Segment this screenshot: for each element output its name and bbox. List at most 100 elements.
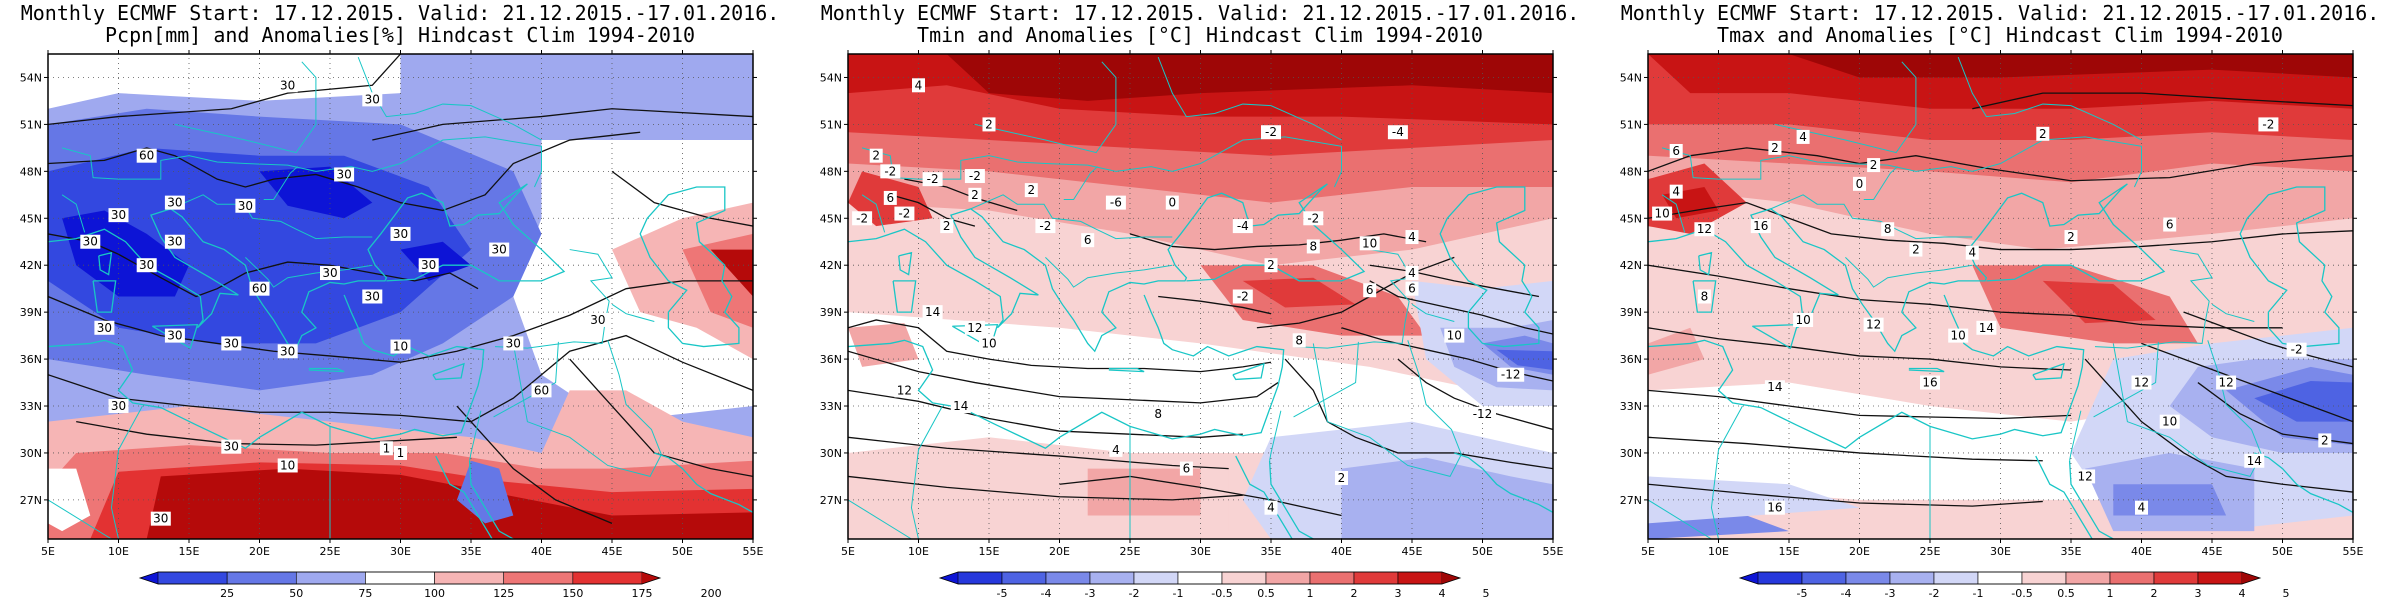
x-tick-label: 10E — [108, 545, 129, 558]
coastline — [892, 280, 917, 313]
y-tick-label: 48N — [20, 165, 42, 178]
country-border — [970, 194, 1173, 240]
colorbar-label: -4 — [1041, 587, 1052, 600]
coastline — [2035, 455, 2093, 539]
y-tick-label: 27N — [820, 494, 842, 507]
contour-label: 30 — [418, 258, 439, 273]
x-tick-label: 20E — [1049, 545, 1070, 558]
contour-label-box — [1109, 442, 1123, 457]
contour-label: 2 — [2318, 433, 2332, 448]
colorbar-segment — [1397, 571, 1443, 585]
contour-label-text: 0 — [1856, 177, 1864, 191]
contour-label-text: 10 — [2162, 415, 2177, 429]
colorbar: -5 -4 -3 -2 -1 -0.5 0.5 1 2 3 4 5 — [1738, 571, 2290, 600]
contour-label-text: 6 — [886, 191, 894, 205]
contour-label-box — [164, 234, 185, 249]
country-border — [974, 61, 1117, 154]
contour-label-box — [883, 190, 897, 205]
contour-label-box — [221, 336, 242, 351]
country-border — [2207, 340, 2262, 455]
contour-label-text: -12 — [1473, 407, 1493, 421]
x-tick-label: 15E — [1779, 545, 1800, 558]
contour-label: 2 — [1909, 242, 1923, 257]
contour-label: 10 — [1652, 206, 1673, 221]
colorbar-segment — [2153, 571, 2199, 585]
contour-label: -12 — [1497, 367, 1525, 382]
contour-label: 4 — [2135, 500, 2148, 515]
contour-label-box — [922, 305, 943, 320]
contour-label-text: -2 — [969, 169, 981, 183]
anomaly-region — [1789, 54, 2353, 78]
x-tick-label: 5E — [841, 545, 855, 558]
contour-label: 10 — [979, 336, 999, 351]
contour-label: 10 — [2159, 414, 2180, 429]
panel-title-line1: Monthly ECMWF Start: 17.12.2015. Valid: … — [1620, 1, 2380, 25]
contour-label: 14 — [950, 399, 971, 414]
y-tick-label: 48N — [820, 165, 842, 178]
contour-line — [2084, 358, 2353, 493]
country-border — [2069, 410, 2082, 461]
panel-title-line2: Pcpn[mm] and Anomalies[%] Hindcast Clim … — [104, 23, 695, 47]
x-tick-label: 30E — [1190, 545, 1211, 558]
contour-label-text: 30 — [365, 92, 380, 106]
country-border — [1957, 56, 2142, 141]
colorbar-segment — [295, 571, 366, 585]
contour-label: 8 — [1151, 406, 1165, 421]
contour-label-box — [2159, 414, 2180, 429]
contour-label-text: 4 — [1968, 246, 1976, 260]
colorbar-segment — [2065, 571, 2111, 585]
x-tick-label: 35E — [2061, 545, 2082, 558]
y-tick-label: 45N — [820, 212, 842, 225]
contour-label-box — [362, 92, 383, 107]
anomaly-region — [2254, 380, 2353, 422]
contour-label-text: 8 — [1295, 333, 1303, 347]
contour-line — [372, 108, 753, 141]
contour-label-text: -2 — [1039, 219, 1051, 233]
panel-title-line1: Monthly ECMWF Start: 17.12.2015. Valid: … — [20, 1, 780, 25]
colorbar-segment — [1177, 571, 1223, 585]
contour-label-box — [418, 258, 439, 273]
contour-label-box — [394, 445, 407, 460]
panel-title-line2: Tmax and Anomalies [°C] Hindcast Clim 19… — [1717, 23, 2283, 47]
contour-label-box — [2135, 500, 2148, 515]
colorbar-high-arrow — [1442, 572, 1460, 584]
anomaly-region — [1496, 349, 1553, 371]
contour-label: 10 — [1948, 328, 1969, 343]
colorbar-low-arrow — [140, 572, 158, 584]
contour-label-box — [136, 258, 157, 273]
contour-label-box — [982, 117, 996, 132]
contour-label-text: 6 — [1183, 462, 1191, 476]
map-field: 30 30 60 30 30 30 30 30 30 30 30 30 30 30 60 30 30 30 30 30… — [48, 54, 753, 539]
contour-label-box — [964, 169, 985, 184]
anomaly-region — [48, 54, 401, 109]
contour-label-box — [1179, 461, 1193, 476]
colorbar-segment — [1889, 571, 1935, 585]
contour-label: 6 — [1363, 283, 1377, 298]
contour-label-text: 14 — [2247, 454, 2262, 468]
colorbar-segment — [1309, 571, 1355, 585]
contour-line — [1972, 92, 2353, 110]
contour-line — [1648, 389, 2072, 420]
contour-label: 30 — [277, 78, 298, 93]
contour-label-text: 2 — [1338, 471, 1346, 485]
colorbar-label: 175 — [632, 587, 653, 600]
colorbar-segment — [957, 571, 1003, 585]
anomaly-region — [62, 210, 189, 297]
contour-label: 4 — [1965, 245, 1979, 260]
y-tick-label: 39N — [820, 306, 842, 319]
colorbar: 25 50 75 100 125 150 175 200 — [138, 571, 722, 600]
contour-label-text: 30 — [111, 208, 126, 222]
contour-label-text: 4 — [1408, 230, 1416, 244]
contour-label-box — [235, 198, 256, 213]
contour-label-text: 1 — [397, 446, 405, 460]
y-tick-label: 51N — [20, 118, 42, 131]
contour-label-text: -2 — [1265, 125, 1277, 139]
anomaly-region — [2113, 484, 2227, 516]
colorbar-segment — [2021, 571, 2067, 585]
coastline — [1232, 362, 1265, 381]
contour-line — [890, 194, 976, 227]
contour-label: 30 — [108, 208, 129, 223]
contour-label-box — [1909, 242, 1923, 257]
contour-label-box — [2318, 433, 2332, 448]
contour-label-box — [136, 148, 157, 163]
